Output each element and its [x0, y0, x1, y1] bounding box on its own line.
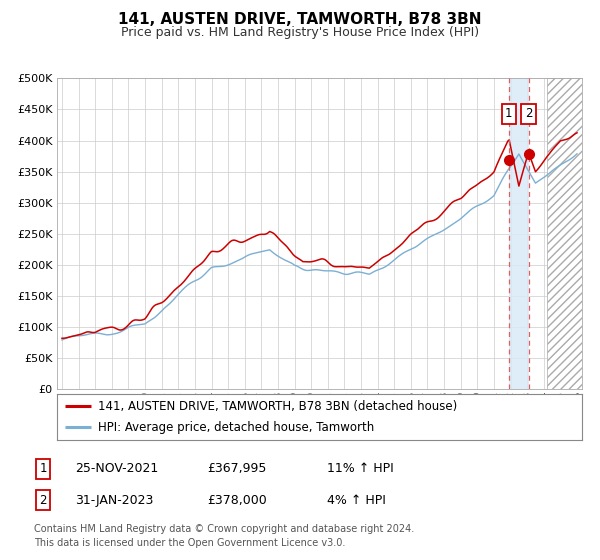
Text: 4% ↑ HPI: 4% ↑ HPI — [327, 493, 386, 507]
Bar — [547, 78, 586, 389]
Text: 31-JAN-2023: 31-JAN-2023 — [75, 493, 154, 507]
Text: £367,995: £367,995 — [207, 462, 266, 475]
Text: 1: 1 — [505, 108, 512, 120]
Text: 2: 2 — [40, 493, 47, 507]
Text: 141, AUSTEN DRIVE, TAMWORTH, B78 3BN (detached house): 141, AUSTEN DRIVE, TAMWORTH, B78 3BN (de… — [98, 400, 457, 413]
Text: 2: 2 — [525, 108, 532, 120]
Text: £378,000: £378,000 — [207, 493, 267, 507]
Text: HPI: Average price, detached house, Tamworth: HPI: Average price, detached house, Tamw… — [98, 421, 374, 433]
Text: Price paid vs. HM Land Registry's House Price Index (HPI): Price paid vs. HM Land Registry's House … — [121, 26, 479, 39]
Text: 11% ↑ HPI: 11% ↑ HPI — [327, 462, 394, 475]
Text: 1: 1 — [40, 462, 47, 475]
Text: Contains HM Land Registry data © Crown copyright and database right 2024.
This d: Contains HM Land Registry data © Crown c… — [34, 525, 415, 548]
Text: 25-NOV-2021: 25-NOV-2021 — [75, 462, 158, 475]
Text: 141, AUSTEN DRIVE, TAMWORTH, B78 3BN: 141, AUSTEN DRIVE, TAMWORTH, B78 3BN — [118, 12, 482, 27]
Bar — [509, 78, 529, 389]
